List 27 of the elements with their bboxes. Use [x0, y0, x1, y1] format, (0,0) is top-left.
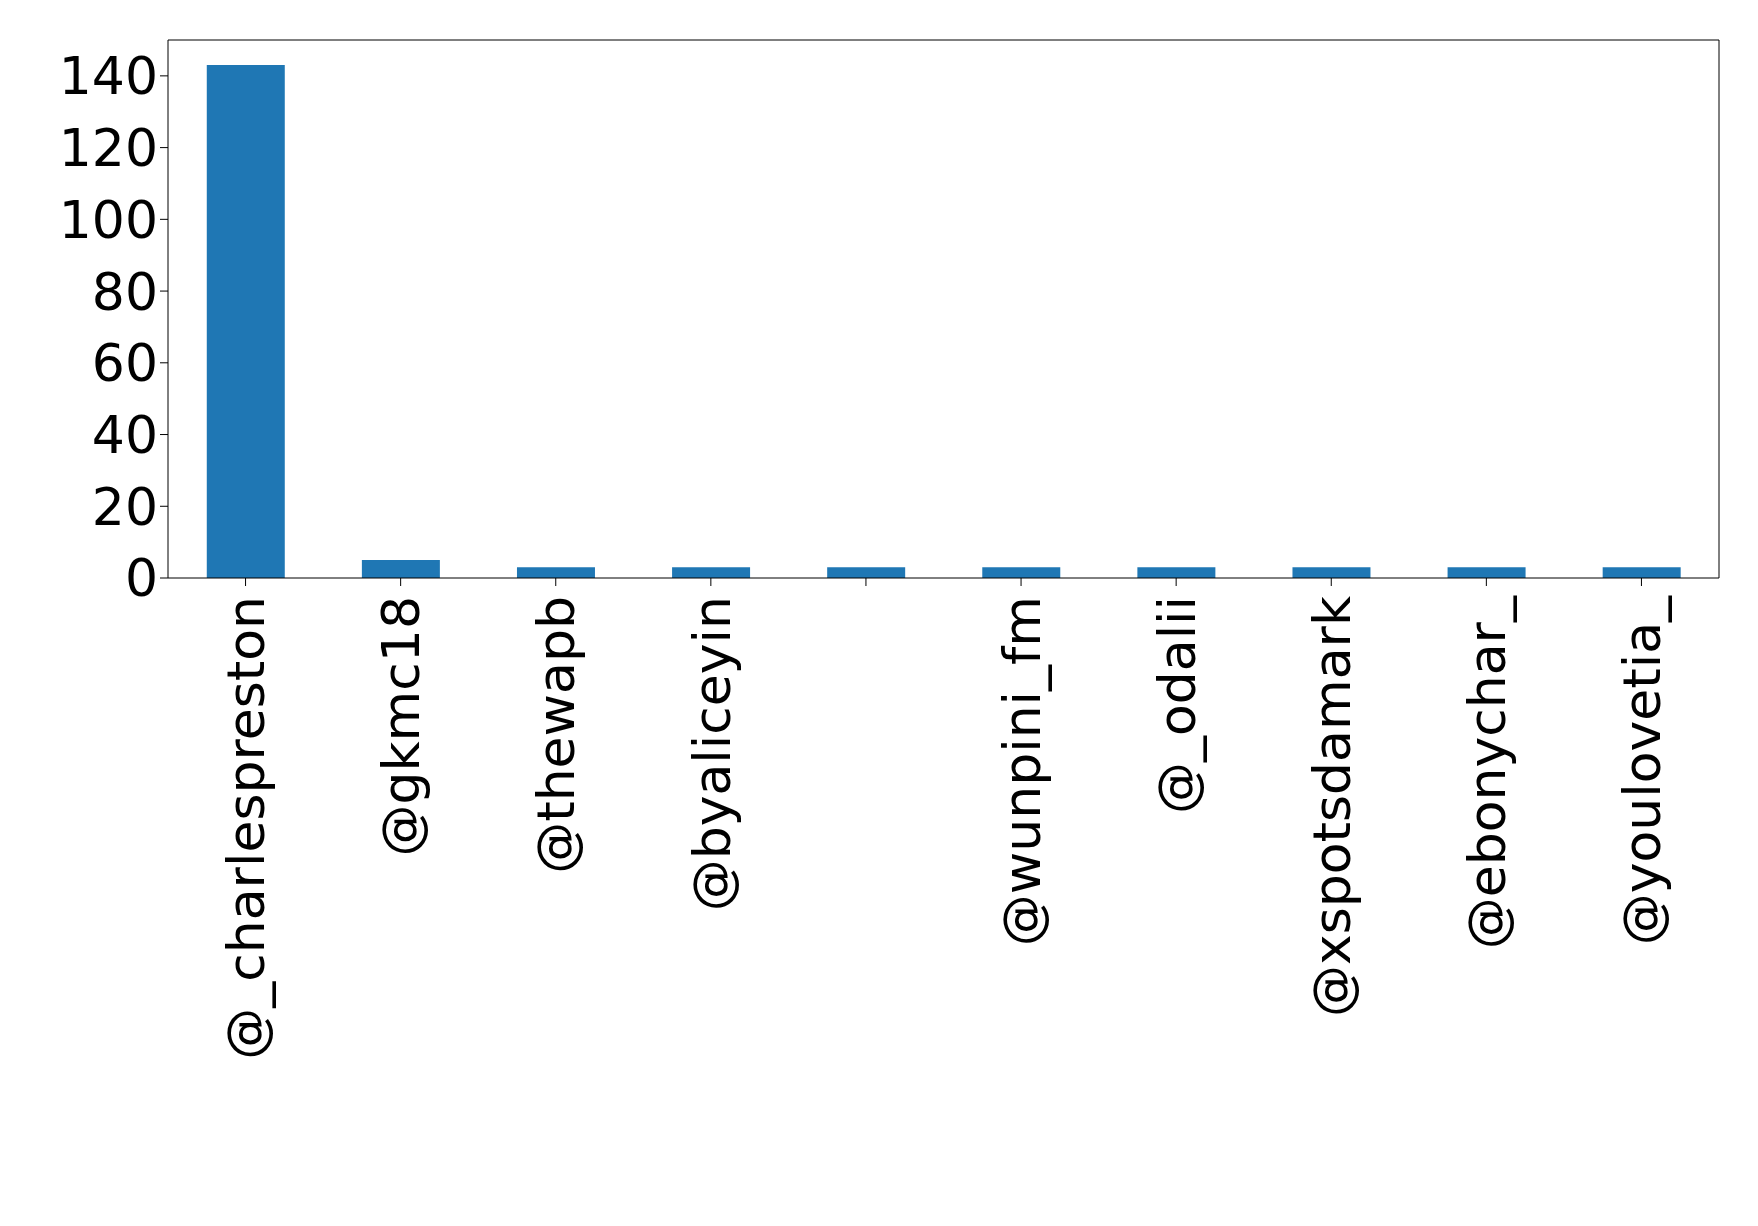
y-tick-label: 140 [58, 46, 158, 107]
bar [827, 567, 906, 578]
x-tick-label: @_charlespreston [216, 596, 277, 1060]
y-tick-label: 20 [91, 476, 158, 537]
x-tick-label: @xspotsdamark [1301, 596, 1362, 1018]
bar [361, 560, 440, 578]
x-tick-label: @byaliceyin [681, 596, 742, 912]
bar [982, 567, 1061, 578]
y-tick-label: 0 [124, 548, 158, 609]
x-tick-label: @_odalii [1146, 596, 1207, 815]
y-tick-label: 120 [58, 118, 158, 179]
x-tick-label: @thewapb [526, 596, 587, 874]
x-tick-label: @ebonychar_ [1457, 595, 1518, 950]
bar [206, 65, 285, 578]
y-tick-label: 100 [58, 189, 158, 250]
bar [1292, 567, 1371, 578]
x-tick-label: @gkmc18 [371, 596, 432, 857]
bar [1137, 567, 1216, 578]
bar [1447, 567, 1526, 578]
x-tick-label: @wunpini_fm [991, 596, 1052, 947]
bar [516, 567, 595, 578]
x-tick-label: @youlovetia_ [1612, 595, 1673, 946]
bar [672, 567, 751, 578]
y-tick-label: 40 [91, 404, 158, 465]
y-tick-label: 80 [91, 261, 158, 322]
bar [1602, 567, 1681, 578]
y-tick-label: 60 [91, 333, 158, 394]
